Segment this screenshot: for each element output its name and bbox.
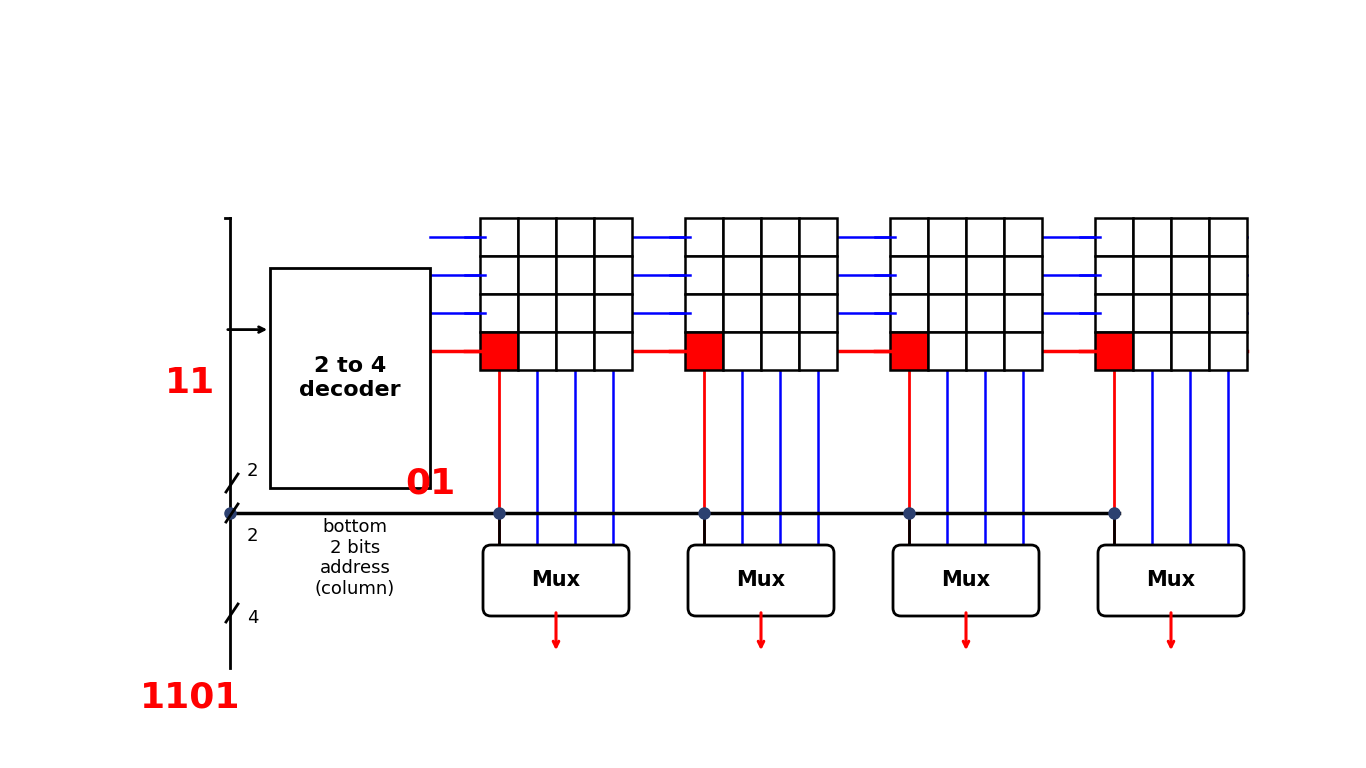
Text: 11: 11 — [165, 366, 214, 400]
Bar — [723, 294, 761, 332]
Bar — [518, 332, 556, 370]
Bar — [1132, 294, 1171, 332]
Text: 4: 4 — [247, 609, 258, 627]
Bar — [479, 256, 518, 294]
Bar — [1171, 332, 1209, 370]
Bar — [594, 218, 632, 256]
Bar — [761, 332, 799, 370]
Bar — [966, 256, 1004, 294]
Bar — [799, 256, 837, 294]
Text: 01: 01 — [404, 466, 455, 500]
Text: Mux: Mux — [1146, 571, 1195, 591]
Bar — [556, 332, 594, 370]
Bar — [594, 294, 632, 332]
Bar — [556, 218, 594, 256]
Bar — [799, 332, 837, 370]
Bar — [1004, 332, 1042, 370]
Bar — [1132, 256, 1171, 294]
Bar — [684, 294, 723, 332]
Bar — [1171, 294, 1209, 332]
Bar — [479, 294, 518, 332]
Bar — [479, 218, 518, 256]
Bar — [761, 256, 799, 294]
Bar — [723, 332, 761, 370]
Bar — [1096, 218, 1132, 256]
Bar — [928, 332, 966, 370]
Bar — [891, 294, 928, 332]
Bar — [518, 218, 556, 256]
Text: 2 to 4
decoder: 2 to 4 decoder — [299, 356, 400, 399]
Bar — [966, 294, 1004, 332]
FancyBboxPatch shape — [484, 545, 628, 616]
Text: Mux: Mux — [531, 571, 581, 591]
Bar — [270, 268, 430, 488]
Bar — [1132, 218, 1171, 256]
Bar — [723, 256, 761, 294]
Bar — [966, 332, 1004, 370]
Bar — [891, 332, 928, 370]
Bar — [1004, 294, 1042, 332]
Bar — [966, 218, 1004, 256]
Bar — [761, 218, 799, 256]
Text: Mux: Mux — [736, 571, 785, 591]
Bar — [723, 218, 761, 256]
Bar — [684, 256, 723, 294]
FancyBboxPatch shape — [1098, 545, 1244, 616]
Bar — [928, 218, 966, 256]
FancyBboxPatch shape — [688, 545, 835, 616]
Bar — [1171, 218, 1209, 256]
Bar — [928, 294, 966, 332]
Bar — [891, 256, 928, 294]
Bar — [556, 256, 594, 294]
Bar — [1096, 294, 1132, 332]
Bar — [556, 294, 594, 332]
Bar — [1004, 256, 1042, 294]
FancyBboxPatch shape — [893, 545, 1040, 616]
Text: bottom
2 bits
address
(column): bottom 2 bits address (column) — [316, 518, 395, 598]
Bar — [684, 332, 723, 370]
Bar — [1004, 218, 1042, 256]
Bar — [684, 218, 723, 256]
Bar — [1171, 256, 1209, 294]
Bar — [1096, 332, 1132, 370]
Bar — [1209, 294, 1247, 332]
Bar — [1209, 256, 1247, 294]
Bar — [1209, 332, 1247, 370]
Bar — [928, 256, 966, 294]
Bar — [479, 332, 518, 370]
Text: 1101: 1101 — [139, 681, 240, 715]
Bar — [594, 332, 632, 370]
Text: 2: 2 — [247, 462, 258, 480]
Bar — [594, 256, 632, 294]
Bar — [1096, 256, 1132, 294]
Bar — [761, 294, 799, 332]
Bar — [891, 218, 928, 256]
Bar — [1209, 218, 1247, 256]
Text: Mux: Mux — [941, 571, 990, 591]
Bar — [1132, 332, 1171, 370]
Bar — [799, 218, 837, 256]
Bar — [518, 256, 556, 294]
Bar — [799, 294, 837, 332]
Bar — [518, 294, 556, 332]
Text: 2: 2 — [247, 527, 258, 545]
